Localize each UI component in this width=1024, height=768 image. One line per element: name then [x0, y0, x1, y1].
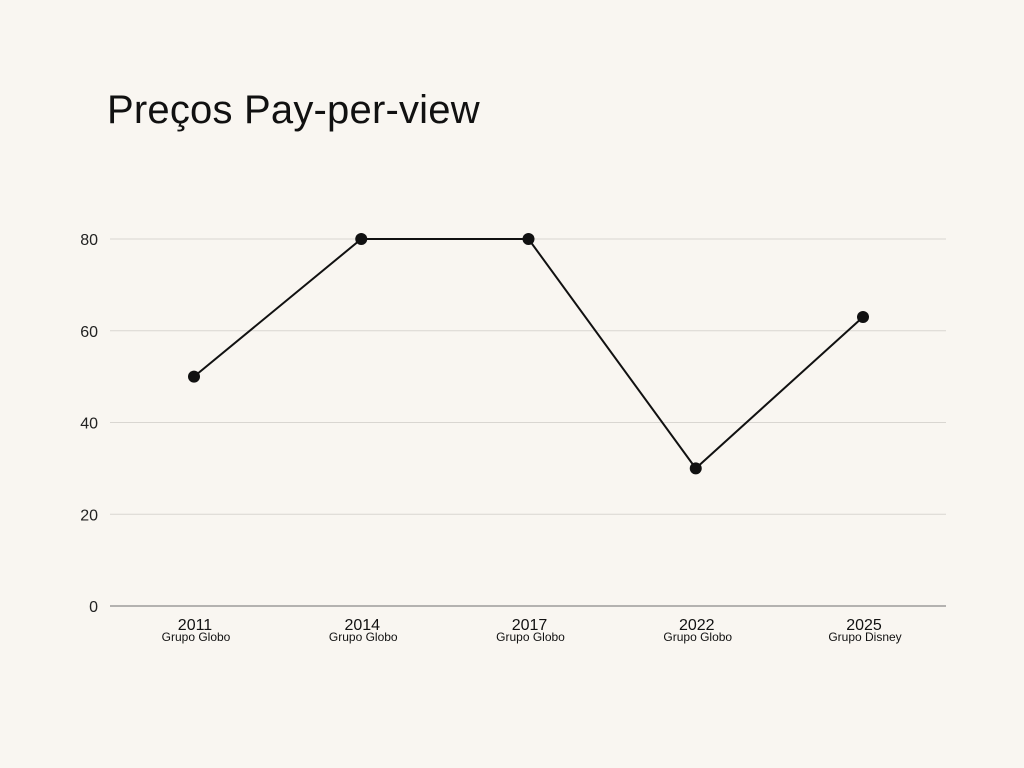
data-point — [857, 310, 869, 323]
x-tick-label: 2017 — [512, 617, 548, 634]
x-tick-sublabel: Grupo Globo — [329, 630, 398, 644]
data-point — [355, 233, 368, 245]
y-tick-label: 40 — [80, 416, 98, 433]
x-tick-label: 2025 — [846, 617, 882, 634]
y-axis-ticks: 0 20 40 60 80 — [80, 232, 98, 616]
data-point — [522, 233, 535, 245]
x-tick-label: 2014 — [344, 617, 380, 634]
data-point — [689, 462, 702, 475]
x-tick-sublabel: Grupo Globo — [496, 630, 565, 644]
series — [188, 233, 869, 475]
x-tick-sublabel: Grupo Globo — [663, 630, 732, 644]
data-point — [188, 370, 200, 383]
x-tick-label: 2011 — [178, 617, 213, 634]
y-tick-label: 0 — [89, 599, 98, 616]
x-tick-sublabel: Grupo Globo — [162, 630, 231, 644]
grid-lines — [110, 238, 946, 515]
x-tick-label: 2022 — [679, 617, 715, 634]
x-tick-sublabel: Grupo Disney — [828, 630, 901, 644]
series-line — [193, 238, 864, 470]
chart-title: Preços Pay-per-view — [107, 88, 480, 132]
y-tick-label: 80 — [80, 232, 98, 249]
y-tick-label: 20 — [80, 507, 98, 524]
y-tick-label: 60 — [80, 324, 98, 341]
